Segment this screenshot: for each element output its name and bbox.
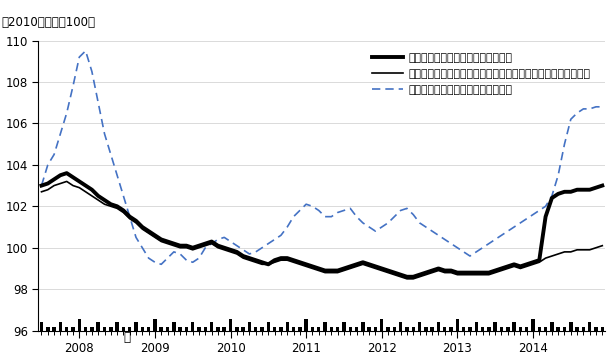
Bar (197, 327, 201, 331)
Bar (525, 327, 529, 331)
Bar (424, 327, 428, 331)
Bar (468, 327, 472, 331)
Bar (595, 327, 598, 331)
Bar (103, 327, 106, 331)
Bar (159, 327, 163, 331)
Bar (71, 327, 75, 331)
Text: 年: 年 (123, 331, 130, 344)
Bar (178, 327, 182, 331)
Bar (59, 322, 62, 331)
Bar (342, 322, 346, 331)
Bar (430, 327, 434, 331)
Bar (582, 327, 585, 331)
Bar (40, 322, 43, 331)
Bar (336, 327, 339, 331)
Bar (247, 322, 251, 331)
Bar (405, 327, 409, 331)
Text: （2010年平均＝100）: （2010年平均＝100） (1, 16, 95, 29)
Bar (519, 327, 522, 331)
Bar (109, 327, 112, 331)
Bar (449, 327, 453, 331)
Bar (418, 322, 422, 331)
Bar (53, 327, 56, 331)
Bar (273, 327, 276, 331)
Bar (254, 327, 257, 331)
Bar (115, 322, 119, 331)
Bar (292, 327, 295, 331)
Bar (285, 322, 289, 331)
Bar (550, 322, 554, 331)
Bar (563, 327, 566, 331)
Bar (437, 322, 440, 331)
Bar (222, 327, 226, 331)
Bar (241, 327, 245, 331)
Bar (191, 322, 194, 331)
Bar (90, 327, 93, 331)
Bar (266, 322, 270, 331)
Bar (348, 327, 352, 331)
Bar (361, 322, 365, 331)
Bar (153, 319, 156, 331)
Bar (122, 327, 125, 331)
Bar (210, 322, 213, 331)
Bar (166, 327, 169, 331)
Bar (203, 327, 207, 331)
Bar (329, 327, 333, 331)
Bar (531, 319, 535, 331)
Bar (538, 327, 541, 331)
Bar (380, 319, 384, 331)
Bar (475, 322, 478, 331)
Bar (487, 327, 491, 331)
Bar (260, 327, 264, 331)
Bar (513, 322, 516, 331)
Bar (576, 327, 579, 331)
Bar (311, 327, 314, 331)
Bar (128, 327, 131, 331)
Bar (557, 327, 560, 331)
Bar (588, 322, 591, 331)
Bar (134, 322, 137, 331)
Bar (46, 327, 49, 331)
Bar (456, 319, 459, 331)
Bar (141, 327, 144, 331)
Bar (216, 327, 220, 331)
Bar (317, 327, 321, 331)
Bar (494, 322, 497, 331)
Bar (355, 327, 358, 331)
Bar (97, 322, 100, 331)
Bar (506, 327, 510, 331)
Bar (386, 327, 390, 331)
Bar (229, 319, 232, 331)
Bar (78, 319, 81, 331)
Bar (569, 322, 573, 331)
Bar (399, 322, 403, 331)
Bar (393, 327, 396, 331)
Bar (185, 327, 188, 331)
Bar (462, 327, 466, 331)
Bar (412, 327, 415, 331)
Bar (84, 327, 87, 331)
Bar (601, 327, 604, 331)
Bar (298, 327, 302, 331)
Bar (172, 322, 175, 331)
Bar (544, 327, 547, 331)
Bar (500, 327, 503, 331)
Bar (374, 327, 377, 331)
Bar (443, 327, 447, 331)
Bar (323, 322, 327, 331)
Bar (147, 327, 150, 331)
Bar (367, 327, 371, 331)
Bar (235, 327, 238, 331)
Bar (304, 319, 308, 331)
Bar (481, 327, 485, 331)
Bar (65, 327, 68, 331)
Legend: 企業向けサービス価格指数・総平均, （参考）企業向けサービス価格指数・総平均（除く国際運輸）, （参考）国内企業物価指数・総平均: 企業向けサービス価格指数・総平均, （参考）企業向けサービス価格指数・総平均（除… (368, 49, 595, 99)
Bar (279, 327, 283, 331)
